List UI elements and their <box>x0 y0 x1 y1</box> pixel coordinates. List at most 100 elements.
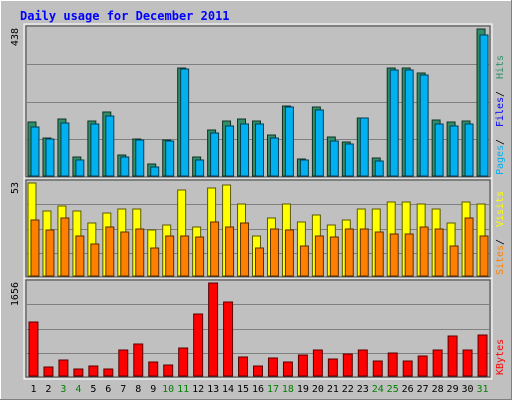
bar-pages-day-21 <box>329 140 339 177</box>
bar-pages-day-8 <box>135 139 145 177</box>
bar-pages-day-7 <box>120 156 130 177</box>
day-label-27: 27 <box>417 384 429 395</box>
bar-sites-day-9 <box>150 247 160 277</box>
bar-sites-day-31 <box>479 235 489 277</box>
bar-sites-day-8 <box>135 228 145 277</box>
day-label-2: 2 <box>45 384 51 395</box>
bar-kbytes-day-16 <box>253 365 263 377</box>
bar-pages-day-25 <box>389 69 399 177</box>
bar-sites-day-14 <box>225 226 235 277</box>
day-label-29: 29 <box>447 384 459 395</box>
bar-kbytes-day-14 <box>223 301 234 377</box>
day-label-8: 8 <box>135 384 141 395</box>
bar-sites-day-11 <box>180 235 190 277</box>
bar-kbytes-day-2 <box>43 366 54 377</box>
day-label-19: 19 <box>297 384 309 395</box>
bar-pages-day-28 <box>434 123 444 177</box>
day-label-21: 21 <box>327 384 339 395</box>
bar-sites-day-27 <box>419 226 429 277</box>
bar-pages-day-29 <box>449 125 459 177</box>
bar-sites-day-6 <box>105 226 115 277</box>
bar-sites-day-10 <box>165 235 175 277</box>
bar-kbytes-day-20 <box>312 349 323 377</box>
legend-pages: Pages <box>495 145 506 175</box>
bar-sites-day-24 <box>374 231 384 277</box>
bar-pages-day-6 <box>105 115 115 177</box>
scale-max-mid: 53 <box>10 182 21 194</box>
day-label-18: 18 <box>282 384 294 395</box>
day-label-22: 22 <box>342 384 354 395</box>
day-label-31: 31 <box>476 384 488 395</box>
day-label-6: 6 <box>105 384 111 395</box>
bar-pages-day-20 <box>314 109 324 177</box>
bar-pages-day-26 <box>404 69 414 177</box>
bar-pages-day-24 <box>374 160 384 177</box>
bar-kbytes-day-11 <box>178 347 189 377</box>
bar-sites-day-1 <box>30 219 40 277</box>
bar-sites-day-12 <box>195 236 205 277</box>
legend-sites: Sites <box>495 245 506 275</box>
bar-pages-day-16 <box>255 123 264 177</box>
bar-kbytes-day-8 <box>133 343 144 377</box>
bar-kbytes-day-25 <box>387 352 398 377</box>
bar-kbytes-day-15 <box>238 356 249 377</box>
bar-sites-day-23 <box>359 228 369 277</box>
legend-separator: / <box>495 91 506 97</box>
bar-kbytes-day-13 <box>208 282 219 377</box>
bar-sites-day-7 <box>120 231 130 277</box>
panel-bottom <box>23 277 493 380</box>
bar-pages-day-19 <box>299 159 309 177</box>
legend-kbytes: KBytes <box>495 339 506 375</box>
bar-kbytes-day-22 <box>342 353 353 377</box>
bar-sites-day-13 <box>210 221 220 277</box>
bar-pages-day-18 <box>284 106 294 177</box>
bar-kbytes-day-19 <box>297 354 308 377</box>
bar-sites-day-17 <box>269 228 279 277</box>
day-label-15: 15 <box>237 384 249 395</box>
legend-separator: / <box>495 239 506 245</box>
bar-pages-day-10 <box>165 140 175 177</box>
scale-max-bottom: 1656 <box>10 282 21 306</box>
bar-kbytes-day-31 <box>477 334 488 377</box>
bar-kbytes-day-1 <box>28 321 39 377</box>
bar-sites-day-3 <box>60 217 70 277</box>
day-label-20: 20 <box>312 384 324 395</box>
day-label-16: 16 <box>252 384 264 395</box>
bar-pages-day-2 <box>45 138 55 177</box>
bar-kbytes-day-24 <box>372 360 383 377</box>
bar-sites-day-2 <box>45 229 55 277</box>
bar-sites-day-5 <box>90 243 100 277</box>
day-label-13: 13 <box>207 384 219 395</box>
day-label-17: 17 <box>267 384 279 395</box>
bar-pages-day-12 <box>195 159 205 177</box>
day-label-24: 24 <box>372 384 384 395</box>
day-label-30: 30 <box>462 384 474 395</box>
legend-hits: Hits <box>495 55 506 79</box>
day-label-26: 26 <box>402 384 414 395</box>
bar-sites-day-16 <box>255 247 264 277</box>
bar-pages-day-15 <box>240 123 250 177</box>
bar-kbytes-day-12 <box>193 313 204 377</box>
bar-sites-day-15 <box>240 222 250 277</box>
bar-pages-day-13 <box>210 132 220 177</box>
bar-kbytes-day-21 <box>327 358 338 377</box>
day-label-11: 11 <box>177 384 189 395</box>
day-label-1: 1 <box>30 384 36 395</box>
bar-pages-day-27 <box>419 74 429 177</box>
day-label-28: 28 <box>432 384 444 395</box>
bar-kbytes-day-29 <box>447 335 458 377</box>
day-label-3: 3 <box>60 384 66 395</box>
legend-visits: Visits <box>495 191 506 227</box>
bar-kbytes-day-7 <box>118 349 129 377</box>
bar-pages-day-30 <box>464 123 474 177</box>
bar-kbytes-day-23 <box>357 349 368 377</box>
legend-files: Files <box>495 97 506 127</box>
bar-sites-day-4 <box>75 235 85 277</box>
bar-kbytes-day-30 <box>462 349 473 377</box>
day-label-25: 25 <box>387 384 399 395</box>
legend-separator: / <box>495 139 506 145</box>
bar-kbytes-day-18 <box>282 361 293 377</box>
bar-pages-day-5 <box>90 123 100 177</box>
bar-sites-day-18 <box>284 229 294 277</box>
